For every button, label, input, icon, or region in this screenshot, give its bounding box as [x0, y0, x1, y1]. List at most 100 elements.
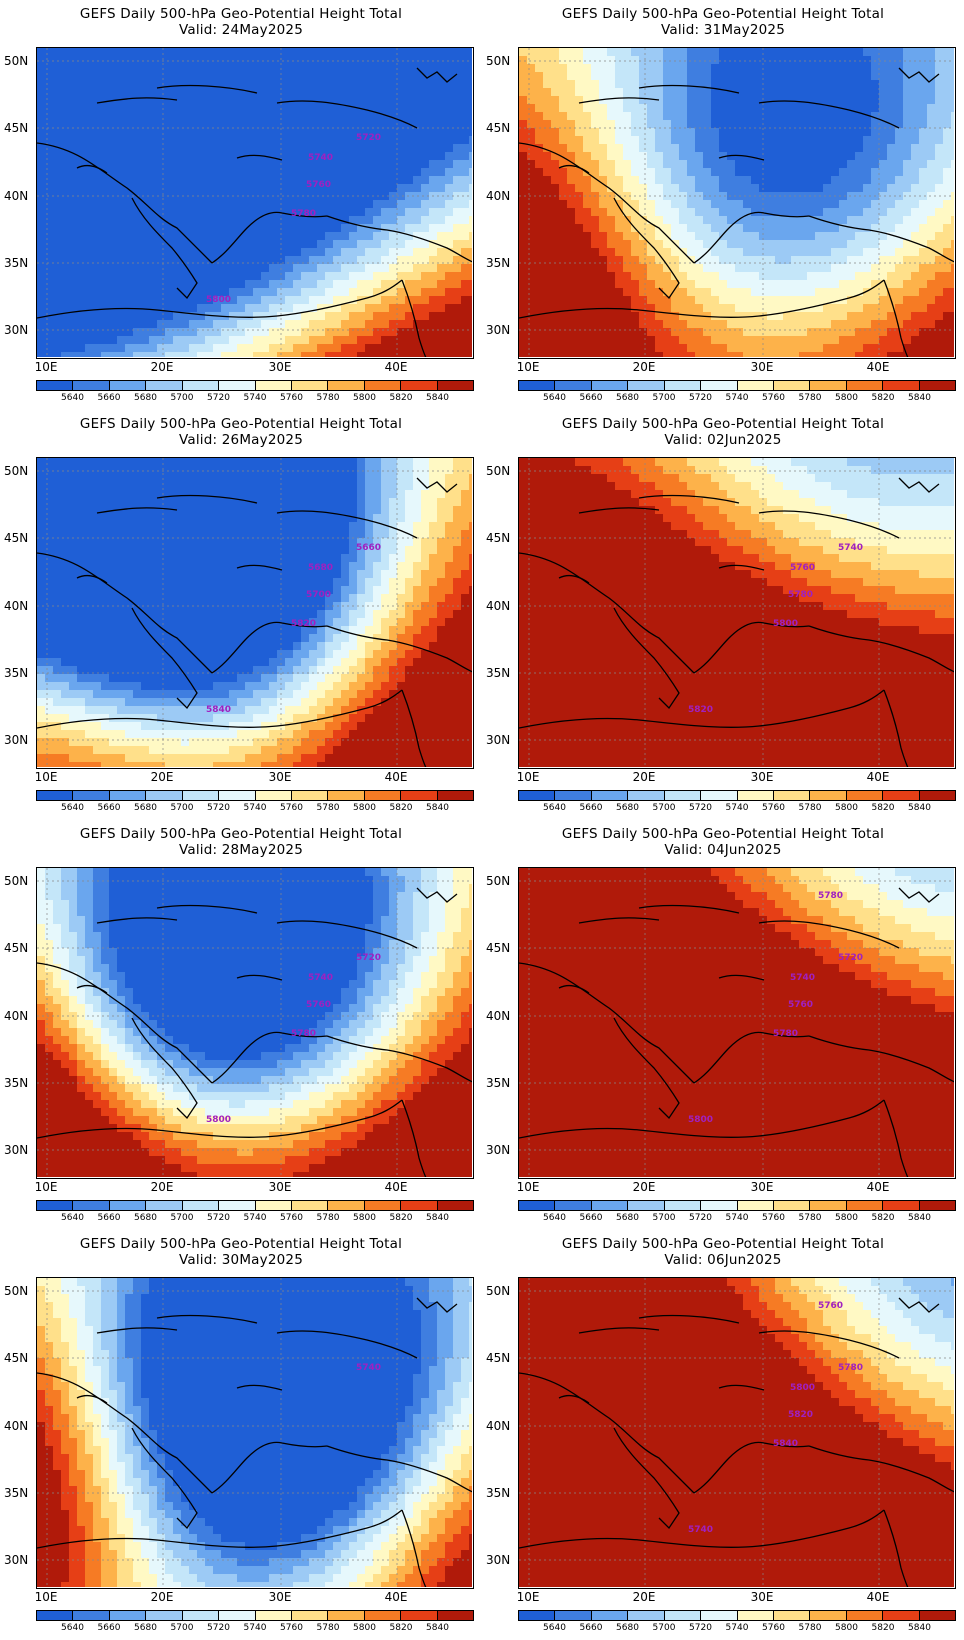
colorbar	[36, 1610, 474, 1621]
colorbar-label: 5640	[61, 393, 84, 403]
panel-title: GEFS Daily 500-hPa Geo-Potential Height …	[561, 826, 885, 842]
height-field	[519, 48, 954, 357]
map-area	[36, 457, 474, 769]
colorbar-swatch	[291, 381, 329, 390]
colorbar-swatch	[664, 381, 702, 390]
colorbar-label: 5700	[170, 1213, 194, 1223]
colorbar-label: 5680	[134, 803, 157, 813]
colorbar-swatch	[883, 791, 920, 800]
contour-label: 5800	[790, 1383, 816, 1393]
colorbar-label: 5640	[543, 1213, 566, 1223]
colorbar-label: 5780	[798, 803, 822, 813]
longitude-label: 20E	[150, 1180, 174, 1194]
colorbar-swatch	[664, 1611, 702, 1620]
coastlines	[519, 1297, 954, 1587]
colorbar-label: 5820	[389, 803, 413, 813]
height-field	[37, 458, 472, 767]
colorbar-label: 5700	[652, 803, 676, 813]
colorbar-label: 5640	[543, 393, 566, 403]
colorbar-swatch	[773, 791, 811, 800]
latitude-label: 50N	[4, 1284, 29, 1298]
map-panel: GEFS Daily 500-hPa Geo-Potential Height …	[482, 0, 964, 410]
longitude-label: 10E	[516, 360, 540, 374]
colorbar-swatch	[401, 381, 438, 390]
colorbar-label: 5720	[689, 1623, 712, 1633]
latitude-label: 40N	[486, 1009, 511, 1023]
colorbar-swatch	[109, 1611, 147, 1620]
colorbar-swatch	[737, 381, 774, 390]
latitude-label: 45N	[486, 941, 511, 955]
colorbar-label: 5640	[61, 803, 84, 813]
colorbar-label: 5680	[616, 1213, 639, 1223]
longitude-label: 30E	[268, 1180, 292, 1194]
contour-label: 5780	[291, 209, 317, 219]
colorbar-swatch	[919, 381, 956, 390]
longitude-label: 30E	[750, 360, 774, 374]
colorbar-swatch	[591, 1201, 629, 1210]
latitude-label: 40N	[486, 599, 511, 613]
graticule	[519, 868, 954, 1177]
longitude-label: 40E	[384, 770, 408, 784]
colorbar-swatch	[810, 381, 847, 390]
panel-title: GEFS Daily 500-hPa Geo-Potential Height …	[79, 826, 403, 842]
longitude-label: 40E	[866, 770, 890, 784]
latitude-label: 30N	[486, 733, 511, 747]
colorbar-swatch	[146, 791, 183, 800]
height-field	[519, 868, 954, 1177]
contour-label: 5760	[790, 563, 816, 573]
colorbar-swatch	[255, 791, 292, 800]
colorbar-swatch	[219, 1201, 256, 1210]
map-area	[518, 1277, 956, 1589]
colorbar-label: 5760	[280, 1213, 303, 1223]
height-field	[37, 868, 472, 1177]
latitude-label: 35N	[4, 256, 29, 270]
colorbar-label: 5840	[908, 803, 931, 813]
colorbar-label: 5820	[389, 393, 413, 403]
colorbar-label: 5780	[316, 1213, 340, 1223]
longitude-label: 20E	[632, 360, 656, 374]
colorbar-label: 5780	[798, 393, 822, 403]
colorbar-label: 5720	[207, 1213, 230, 1223]
colorbar-label: 5640	[61, 1623, 84, 1633]
map-panel: GEFS Daily 500-hPa Geo-Potential Height …	[0, 820, 482, 1230]
panel-title: GEFS Daily 500-hPa Geo-Potential Height …	[79, 416, 403, 432]
colorbar-swatch	[664, 791, 702, 800]
contour-label: 5740	[308, 153, 334, 163]
latitude-label: 40N	[4, 189, 29, 203]
colorbar-swatch	[146, 1611, 183, 1620]
contour-label: 5740	[838, 543, 864, 553]
colorbar-swatch	[73, 1201, 110, 1210]
colorbar-swatch	[328, 1201, 365, 1210]
latitude-label: 30N	[486, 1143, 511, 1157]
colorbar-swatch	[810, 1611, 847, 1620]
latitude-label: 50N	[4, 464, 29, 478]
colorbar-label: 5680	[616, 393, 639, 403]
longitude-label: 10E	[516, 770, 540, 784]
longitude-label: 10E	[516, 1180, 540, 1194]
colorbar-swatch	[737, 1611, 774, 1620]
colorbar-label: 5740	[725, 1623, 749, 1633]
latitude-label: 35N	[4, 1076, 29, 1090]
colorbar-swatch	[437, 1201, 474, 1210]
colorbar-label: 5660	[97, 1623, 121, 1633]
latitude-label: 35N	[4, 666, 29, 680]
longitude-label: 10E	[34, 360, 58, 374]
coastlines	[37, 477, 472, 767]
longitude-label: 30E	[268, 770, 292, 784]
contour-label: 5800	[206, 1115, 232, 1125]
colorbar-swatch	[437, 1611, 474, 1620]
colorbar-label: 5780	[316, 393, 340, 403]
colorbar-swatch	[737, 791, 774, 800]
colorbar-swatch	[219, 1611, 256, 1620]
contour-label: 5740	[308, 973, 334, 983]
map-area	[36, 1277, 474, 1589]
map-area	[36, 47, 474, 359]
colorbar-swatch	[37, 1611, 74, 1620]
colorbar-label: 5740	[243, 1623, 267, 1633]
colorbar-label: 5840	[426, 393, 449, 403]
latitude-label: 50N	[486, 464, 511, 478]
latitude-label: 45N	[486, 1351, 511, 1365]
colorbar-label: 5820	[871, 1213, 895, 1223]
contour-label: 5820	[688, 705, 714, 715]
contour-label: 5740	[356, 1363, 382, 1373]
